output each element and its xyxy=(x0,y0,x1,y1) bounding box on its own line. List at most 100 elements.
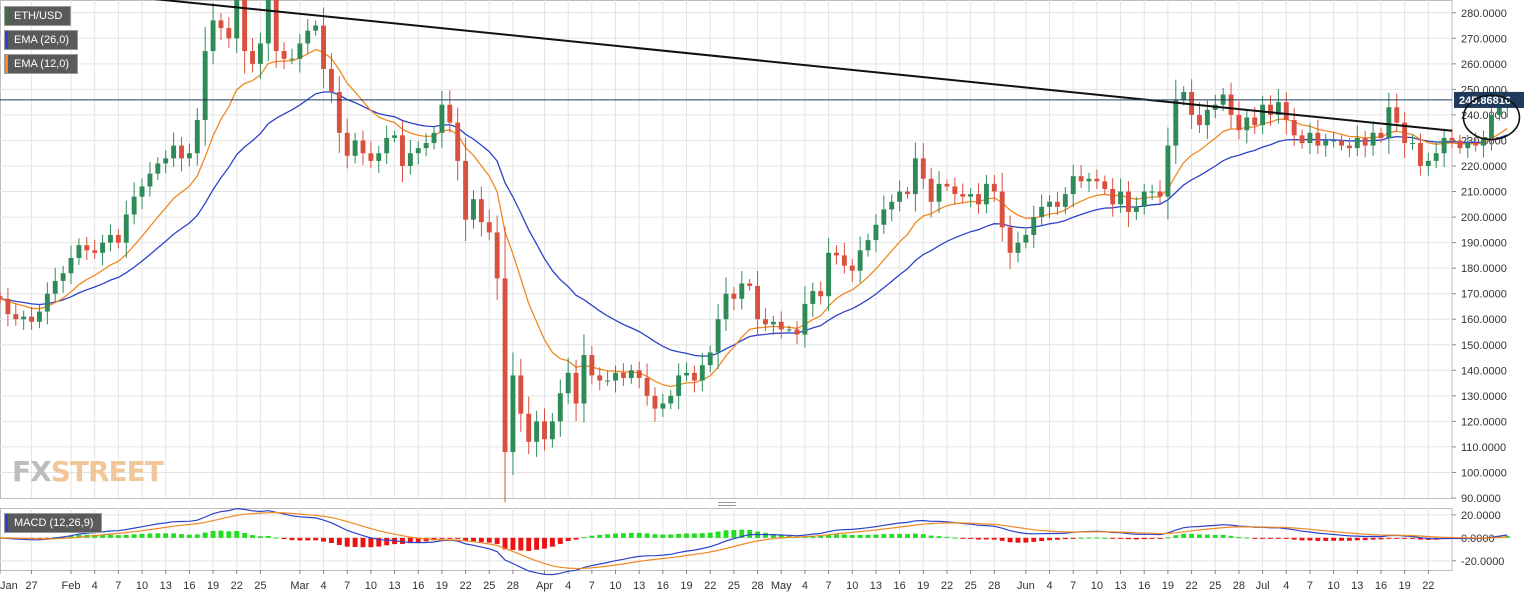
candle-body xyxy=(1283,102,1289,121)
macd-histogram-bar xyxy=(76,534,82,538)
macd-histogram-bar xyxy=(486,537,492,543)
candle xyxy=(1244,108,1250,144)
y-tick-label: 120.0000 xyxy=(1461,416,1507,428)
candle-body xyxy=(1425,160,1431,166)
candle-body xyxy=(478,199,484,223)
candle-body xyxy=(731,293,737,299)
macd-histogram-bar xyxy=(1323,537,1329,541)
candle-body xyxy=(1252,117,1258,126)
macd-histogram-bar xyxy=(415,537,421,543)
macd-histogram-bar xyxy=(826,534,832,538)
candle xyxy=(865,233,871,257)
candle-body xyxy=(1489,114,1494,138)
macd-histogram-bar xyxy=(289,537,295,541)
x-tick-label: 25 xyxy=(1209,580,1221,592)
legend-ema26[interactable]: EMA (26,0) xyxy=(4,30,79,50)
legend-ema26-label: EMA (26,0) xyxy=(14,34,70,46)
legend-ema12[interactable]: EMA (12,0) xyxy=(4,54,79,74)
macd-histogram-bar xyxy=(723,530,729,538)
candle-body xyxy=(76,245,82,258)
candle-body xyxy=(52,280,58,294)
macd-histogram-bar xyxy=(991,537,997,540)
macd-histogram-bar xyxy=(1189,533,1195,538)
macd-histogram-bar xyxy=(715,531,721,538)
candle xyxy=(1378,127,1384,144)
candle-body xyxy=(1331,140,1337,142)
candle-body xyxy=(1323,140,1329,146)
candle xyxy=(1323,133,1329,157)
legend-ethusd-label: ETH/USD xyxy=(14,10,63,22)
x-tick-label: 4 xyxy=(565,580,571,592)
candle-body xyxy=(1236,114,1242,131)
macd-histogram-bar xyxy=(849,534,855,538)
candle-body xyxy=(905,191,910,195)
candle xyxy=(1031,205,1037,248)
candle xyxy=(1165,127,1171,220)
macd-histogram-bar xyxy=(1039,537,1045,542)
candle xyxy=(518,358,524,432)
macd-histogram-bar xyxy=(526,537,532,551)
macd-histogram-bar xyxy=(1141,537,1147,540)
candle-body xyxy=(226,28,232,39)
candle-body xyxy=(857,250,863,271)
candle xyxy=(660,393,666,417)
macd-histogram-bar xyxy=(1023,537,1029,543)
macd-histogram-bar xyxy=(1244,537,1250,539)
macd-histogram-bar xyxy=(163,533,169,538)
candle-body xyxy=(1165,145,1171,197)
candle-body xyxy=(68,257,74,274)
candle xyxy=(731,287,737,311)
candle xyxy=(273,0,279,68)
macd-histogram-bar xyxy=(242,533,248,538)
macd-histogram-bar xyxy=(139,533,145,538)
candle xyxy=(210,2,216,65)
candle xyxy=(415,141,421,165)
macd-histogram-bar xyxy=(668,534,674,538)
macd-histogram-bar xyxy=(589,535,595,538)
candle xyxy=(1402,112,1408,159)
candle-body xyxy=(668,395,674,404)
candle-body xyxy=(897,191,903,202)
candle-body xyxy=(1307,132,1313,144)
candle xyxy=(549,413,555,448)
macd-histogram-bar xyxy=(502,537,508,550)
candle-body xyxy=(936,183,942,202)
candle-body xyxy=(715,319,721,353)
candle-body xyxy=(155,163,161,174)
candle-body xyxy=(84,245,90,251)
candle-body xyxy=(1410,143,1415,145)
legend-ethusd[interactable]: ETH/USD xyxy=(4,6,72,26)
y-tick-label: 90.0000 xyxy=(1461,493,1501,505)
x-tick-label: Feb xyxy=(62,580,81,592)
candle-body xyxy=(1078,176,1084,182)
candle xyxy=(1425,152,1431,176)
candle-body xyxy=(952,186,958,195)
candle xyxy=(1457,134,1463,154)
candle-body xyxy=(763,319,768,325)
candle xyxy=(810,282,816,318)
candle-body xyxy=(628,370,634,378)
legend-macd[interactable]: MACD (12,26,9) xyxy=(4,513,103,533)
macd-histogram-bar xyxy=(1252,537,1258,539)
candle-body xyxy=(1260,104,1266,126)
candle xyxy=(652,387,658,422)
candle-body xyxy=(912,158,918,195)
x-tick-label: 4 xyxy=(1046,580,1052,592)
candle xyxy=(928,167,934,218)
macd-histogram-bar xyxy=(1410,537,1415,539)
candle-body xyxy=(684,372,689,376)
macd-histogram-bar xyxy=(108,534,113,538)
macd-histogram-bar xyxy=(281,537,287,540)
candle xyxy=(1094,169,1100,189)
candle-body xyxy=(21,316,27,320)
macd-histogram-bar xyxy=(455,537,461,539)
x-tick-label: 7 xyxy=(344,580,350,592)
candle-body xyxy=(770,321,776,325)
candle-body xyxy=(392,135,398,138)
candle xyxy=(912,142,918,212)
x-tick-label: 7 xyxy=(589,580,595,592)
legend-ethusd-swatch xyxy=(5,7,8,25)
candle xyxy=(952,177,958,205)
candle xyxy=(1417,133,1423,176)
y-tick-label: 240.0000 xyxy=(1461,110,1507,122)
